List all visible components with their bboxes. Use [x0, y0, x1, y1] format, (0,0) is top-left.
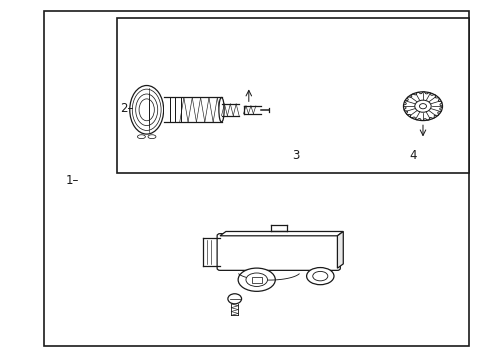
Text: 3: 3 — [291, 149, 299, 162]
Bar — [251, 276, 261, 283]
Bar — [117, 18, 468, 173]
Ellipse shape — [312, 271, 327, 281]
Circle shape — [227, 294, 241, 304]
Ellipse shape — [245, 273, 267, 287]
Bar — [164, 98, 221, 122]
Circle shape — [403, 92, 442, 121]
Bar — [221, 104, 239, 116]
Ellipse shape — [219, 98, 224, 122]
Bar — [44, 11, 468, 346]
Ellipse shape — [306, 267, 333, 285]
Text: 1–: 1– — [66, 174, 79, 186]
Ellipse shape — [129, 85, 163, 134]
Bar — [243, 106, 261, 114]
Circle shape — [414, 100, 430, 112]
Polygon shape — [337, 231, 343, 268]
FancyBboxPatch shape — [217, 234, 340, 270]
Text: 2–: 2– — [120, 102, 133, 114]
Text: 4: 4 — [408, 149, 416, 162]
Ellipse shape — [148, 135, 156, 139]
Circle shape — [419, 104, 426, 109]
Ellipse shape — [238, 268, 275, 291]
Ellipse shape — [137, 135, 145, 139]
Polygon shape — [220, 231, 343, 236]
